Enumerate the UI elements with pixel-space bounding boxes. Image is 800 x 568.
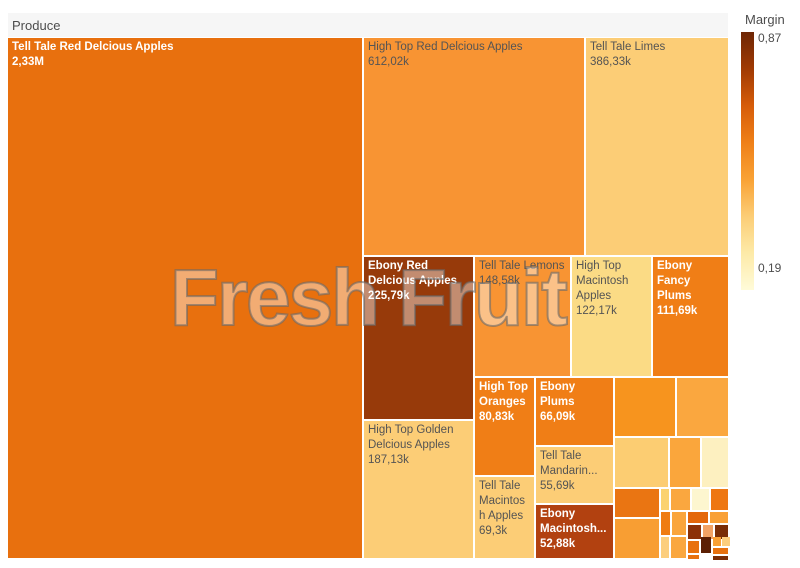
- treemap-cell-name: Tell Tale Macintosh Apples: [479, 480, 526, 522]
- treemap-cell-name: Tell Tale Mandarin...: [540, 450, 598, 477]
- treemap-cell-small[interactable]: [710, 512, 728, 523]
- treemap-cell-small[interactable]: [711, 489, 728, 510]
- color-legend: Margin 0,87 0,19: [740, 0, 800, 300]
- treemap-cell[interactable]: Ebony Macintosh... 52,88k: [536, 505, 613, 558]
- treemap-cell-small[interactable]: [688, 512, 708, 523]
- treemap-cell-name: Tell Tale Lemons: [479, 260, 565, 272]
- treemap-cell-name: High Top Golden Delcious Apples: [368, 424, 454, 451]
- legend-title: Margin: [745, 12, 785, 27]
- treemap-cell-value: 122,17k: [576, 305, 617, 317]
- treemap-cell-value: 612,02k: [368, 56, 409, 68]
- treemap-cell-small[interactable]: [713, 548, 728, 554]
- treemap-cell-value: 52,88k: [540, 538, 576, 550]
- treemap-cell-name: Ebony Red Delcious Apples: [368, 260, 458, 287]
- treemap-cell-small[interactable]: [688, 541, 699, 553]
- legend-min-label: 0,19: [758, 261, 782, 275]
- treemap-cell-name: Ebony Plums: [540, 381, 576, 408]
- treemap-cell-small[interactable]: [671, 537, 686, 558]
- treemap-cell-value: 187,13k: [368, 454, 409, 466]
- treemap-cell[interactable]: Tell Tale Lemons 148,58k: [475, 257, 570, 376]
- treemap-cell-value: 386,33k: [590, 56, 631, 68]
- treemap-cell-small[interactable]: [615, 519, 659, 558]
- treemap-cell-name: Tell Tale Limes: [590, 41, 666, 53]
- treemap-cell-value: 69,3k: [479, 525, 508, 537]
- treemap-cell-name: High Top Red Delcious Apples: [368, 41, 523, 53]
- treemap-cell[interactable]: High Top Macintosh Apples 122,17k: [572, 257, 651, 376]
- treemap-cell-small[interactable]: [672, 512, 686, 535]
- treemap-cell-value: 111,69k: [657, 305, 698, 317]
- treemap-cell-small[interactable]: [670, 438, 700, 487]
- treemap-cell-small[interactable]: [702, 438, 728, 487]
- treemap-cell-name: Ebony Fancy Plums: [657, 260, 693, 302]
- treemap-cell[interactable]: Ebony Fancy Plums 111,69k: [653, 257, 728, 376]
- treemap-cell-small[interactable]: [615, 438, 668, 487]
- treemap-cell-value: 66,09k: [540, 411, 576, 423]
- treemap-cell-small[interactable]: [701, 537, 711, 553]
- treemap-cell-small[interactable]: [677, 378, 728, 436]
- treemap-cell-name: High Top Macintosh Apples: [576, 260, 629, 302]
- legend-max-label: 0,87: [758, 31, 782, 45]
- treemap-cell-name: Tell Tale Red Delcious Apples: [12, 41, 174, 53]
- chart-title: Produce: [12, 17, 61, 33]
- treemap-cell-small[interactable]: [722, 537, 730, 546]
- treemap-cell-small[interactable]: [661, 537, 669, 558]
- treemap-cell[interactable]: High Top Oranges 80,83k: [475, 378, 534, 475]
- treemap-cell-small[interactable]: [615, 378, 675, 436]
- treemap-cell-value: 225,79k: [368, 290, 410, 302]
- treemap-cell-name: High Top Oranges: [479, 381, 528, 408]
- treemap-cell-small[interactable]: [713, 537, 721, 546]
- treemap-cell-name: Ebony Macintosh...: [540, 508, 607, 535]
- treemap-cell-value: 80,83k: [479, 411, 515, 423]
- treemap-cell[interactable]: High Top Red Delcious Apples 612,02k: [364, 38, 584, 255]
- legend-gradient-bar: [741, 32, 754, 290]
- treemap-cell[interactable]: Tell Tale Red Delcious Apples 2,33M: [8, 38, 362, 558]
- treemap-cell[interactable]: Ebony Red Delcious Apples 225,79k: [364, 257, 473, 419]
- treemap-cell[interactable]: Tell Tale Limes 386,33k: [586, 38, 728, 255]
- treemap-cell-small[interactable]: [703, 525, 713, 539]
- treemap-cell-small[interactable]: [661, 489, 669, 510]
- treemap-cell-small[interactable]: [661, 512, 670, 535]
- treemap-cell-small[interactable]: [688, 555, 699, 559]
- treemap-cell[interactable]: Tell Tale Mandarin... 55,69k: [536, 447, 613, 503]
- treemap-cell[interactable]: Tell Tale Macintosh Apples 69,3k: [475, 477, 534, 558]
- treemap-cell-value: 55,69k: [540, 480, 575, 492]
- treemap-cell-small[interactable]: [688, 525, 701, 539]
- treemap-cell-value: 148,58k: [479, 275, 520, 287]
- treemap-cell-value: 2,33M: [12, 56, 44, 68]
- treemap-cell-small[interactable]: [615, 489, 659, 517]
- treemap-cell[interactable]: High Top Golden Delcious Apples 187,13k: [364, 421, 473, 558]
- treemap-cell-small[interactable]: [715, 525, 728, 539]
- treemap-cell-small[interactable]: [671, 489, 690, 510]
- treemap-cell[interactable]: Ebony Plums 66,09k: [536, 378, 613, 445]
- treemap-cell-small[interactable]: [713, 556, 728, 560]
- treemap-cell-small[interactable]: [692, 489, 709, 510]
- chart-title-bar: Produce: [8, 13, 728, 37]
